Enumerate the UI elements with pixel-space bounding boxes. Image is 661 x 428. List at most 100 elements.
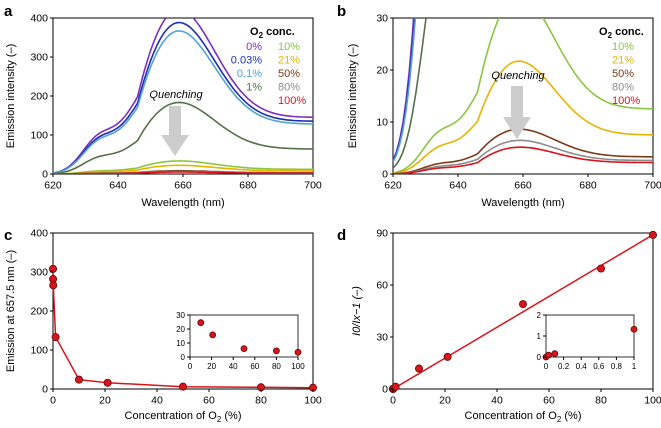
spectrum-80 bbox=[393, 139, 653, 174]
d-inset-ytick-label: 2 bbox=[537, 311, 542, 320]
c-point bbox=[49, 264, 58, 273]
d-point bbox=[414, 364, 423, 373]
c-inset-xtick-label: 100 bbox=[291, 362, 305, 371]
legend-item-a: 80% bbox=[278, 82, 300, 94]
xlabel-b: Wavelength (nm) bbox=[481, 197, 564, 209]
c-point bbox=[51, 333, 60, 342]
c-xtick-label: 60 bbox=[203, 395, 215, 407]
panel-label-a: a bbox=[4, 3, 13, 20]
d-xtick-label: 80 bbox=[595, 395, 607, 407]
b-ytick-label: 10 bbox=[376, 117, 388, 129]
d-inset-ytick-label: 0 bbox=[537, 353, 542, 362]
b-xtick-label: 680 bbox=[579, 180, 597, 192]
d-inset-xtick-label: 1 bbox=[632, 362, 637, 371]
d-inset-ytick-label: 1 bbox=[537, 332, 542, 341]
d-point bbox=[391, 382, 400, 391]
c-inset-point bbox=[209, 331, 217, 339]
c-inset-point bbox=[294, 348, 302, 356]
d-xtick-label: 100 bbox=[644, 395, 661, 407]
d-ytick-label: 60 bbox=[376, 280, 388, 292]
c-inset-ytick-label: 30 bbox=[176, 311, 185, 320]
a-ytick-label: 300 bbox=[30, 52, 48, 64]
a-xtick-label: 640 bbox=[109, 180, 127, 192]
b-xtick-label: 700 bbox=[644, 180, 661, 192]
d-xtick-label: 0 bbox=[390, 395, 396, 407]
spectrum-21 bbox=[393, 60, 653, 174]
c-inset-xtick-label: 0 bbox=[188, 362, 193, 371]
d-inset-point bbox=[545, 351, 553, 359]
c-point bbox=[75, 375, 84, 384]
inset-frame-c bbox=[189, 314, 299, 358]
c-inset-ytick-label: 10 bbox=[176, 339, 185, 348]
legend-title-b: O2 conc. bbox=[599, 26, 644, 40]
d-point bbox=[597, 264, 606, 273]
legend-item-a: 0.1% bbox=[237, 68, 262, 80]
spectrum-100 bbox=[53, 171, 313, 174]
c-xtick-label: 40 bbox=[151, 395, 163, 407]
a-xtick-label: 680 bbox=[239, 180, 257, 192]
a-xtick-label: 620 bbox=[44, 180, 62, 192]
c-xtick-label: 20 bbox=[99, 395, 111, 407]
c-inset-ytick-label: 20 bbox=[176, 325, 185, 334]
c-ytick-label: 200 bbox=[30, 306, 48, 318]
b-ytick-label: 20 bbox=[376, 65, 388, 77]
d-inset-xtick-label: 0.2 bbox=[558, 362, 570, 371]
d-ytick-label: 90 bbox=[376, 228, 388, 240]
spectrum-1 bbox=[53, 101, 313, 174]
inset-frame-d bbox=[545, 314, 635, 358]
c-inset-point bbox=[240, 345, 248, 353]
a-ytick-label: 100 bbox=[30, 130, 48, 142]
quenching-label-b: Quenching bbox=[491, 70, 545, 82]
spectrum-100 bbox=[393, 146, 653, 174]
panel-b: 620 640 660 680 700 0 10 20 30 Wavelength (nm) E… bbox=[347, 13, 661, 209]
b-ytick-label: 0 bbox=[382, 169, 388, 181]
panel-label-d: d bbox=[337, 227, 346, 244]
d-inset-xtick-label: 0.8 bbox=[611, 362, 623, 371]
spectrum-21 bbox=[53, 164, 313, 174]
d-point bbox=[649, 230, 658, 239]
a-ytick-label: 200 bbox=[30, 91, 48, 103]
c-ytick-label: 400 bbox=[30, 228, 48, 240]
c-point bbox=[103, 378, 112, 387]
d-xtick-label: 40 bbox=[491, 395, 503, 407]
d-ytick-label: 30 bbox=[376, 332, 388, 344]
legend-item-b: 100% bbox=[612, 95, 640, 107]
inset-c: 0 20 40 60 80 100 0 10 20 30 bbox=[176, 311, 305, 371]
ylabel-b: Emission intensity (–) bbox=[347, 44, 359, 149]
c-xtick-label: 100 bbox=[304, 395, 322, 407]
c-ytick-label: 0 bbox=[42, 384, 48, 396]
c-inset-ytick-label: 0 bbox=[181, 353, 186, 362]
d-inset-point bbox=[630, 325, 638, 333]
legend-item-a: 21% bbox=[278, 55, 300, 67]
xlabel-c: Concentration of O2 (%) bbox=[125, 410, 242, 424]
quenching-arrow-a bbox=[161, 106, 189, 156]
legend-item-b: 21% bbox=[612, 55, 634, 67]
a-ytick-label: 400 bbox=[30, 13, 48, 25]
b-xtick-label: 640 bbox=[449, 180, 467, 192]
ylabel-c: Emission at 657.5 nm (–) bbox=[5, 250, 17, 372]
xlabel-a: Wavelength (nm) bbox=[141, 197, 224, 209]
c-inset-xtick-label: 40 bbox=[229, 362, 238, 371]
spectrum-10 bbox=[53, 160, 313, 174]
a-xtick-label: 660 bbox=[174, 180, 192, 192]
c-inset-xtick-label: 60 bbox=[250, 362, 259, 371]
quenching-label-a: Quenching bbox=[149, 89, 203, 101]
c-point bbox=[49, 281, 58, 290]
a-ytick-label: 0 bbox=[42, 169, 48, 181]
d-point bbox=[519, 300, 528, 309]
d-ytick-label: 0 bbox=[382, 384, 388, 396]
legend-item-a: 100% bbox=[278, 95, 306, 107]
c-ytick-label: 300 bbox=[30, 267, 48, 279]
b-xtick-label: 620 bbox=[384, 180, 402, 192]
d-inset-xtick-label: 0.4 bbox=[576, 362, 588, 371]
xlabel-d: Concentration of O2 (%) bbox=[465, 410, 582, 424]
legend-item-a: 10% bbox=[278, 41, 300, 53]
legend-item-a: 0.03% bbox=[231, 55, 262, 67]
c-inset-xtick-label: 80 bbox=[272, 362, 281, 371]
ylabel-d: I0/Ix−1 (–) bbox=[351, 286, 363, 336]
c-ytick-label: 100 bbox=[30, 345, 48, 357]
spectrum-003 bbox=[53, 21, 313, 174]
